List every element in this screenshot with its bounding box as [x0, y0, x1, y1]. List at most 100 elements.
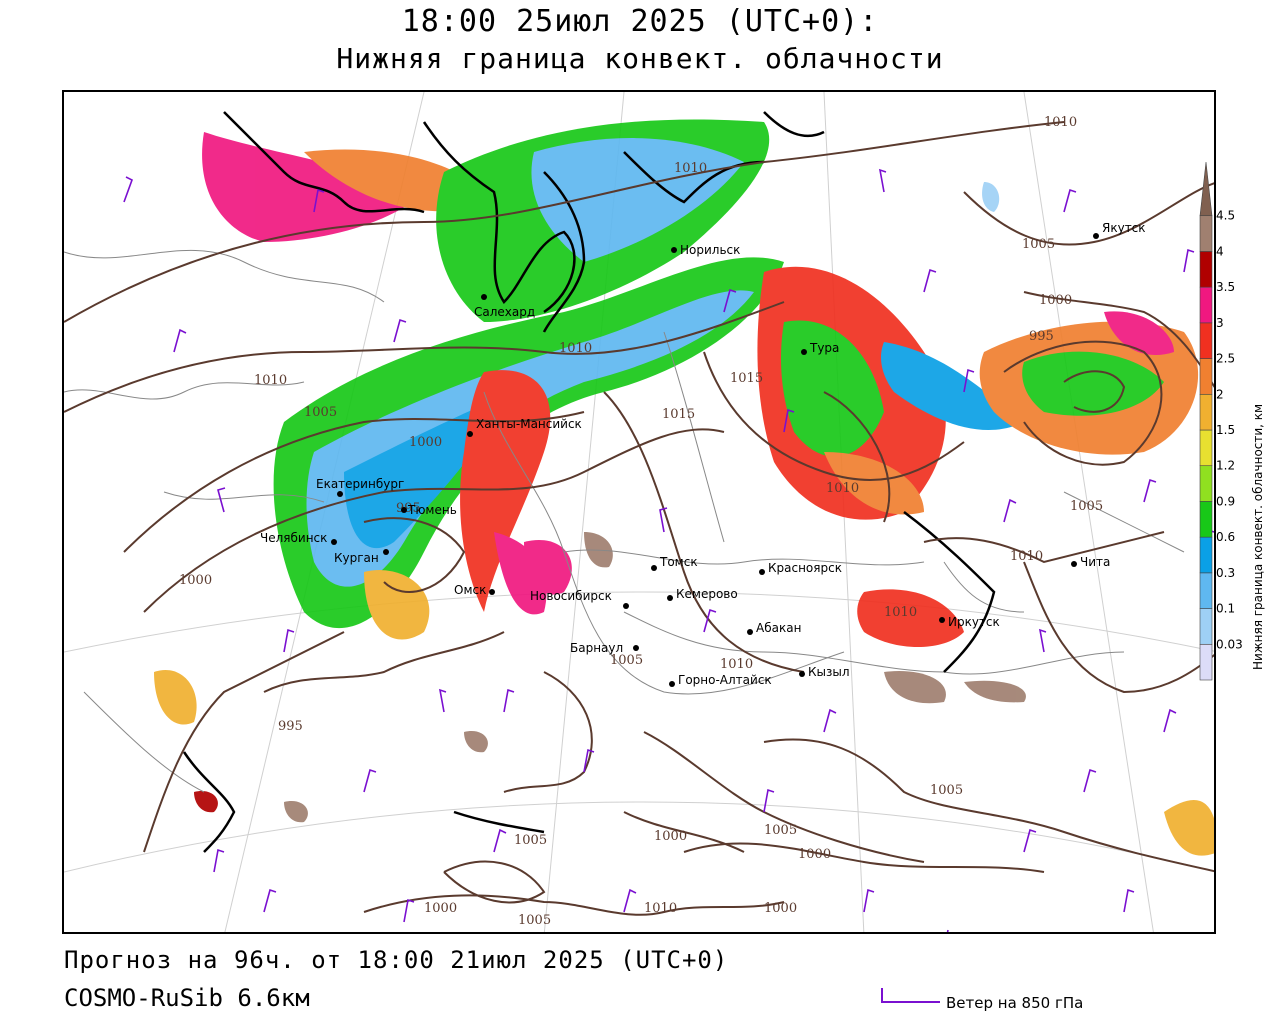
- svg-text:Курган: Курган: [334, 551, 379, 565]
- legend-level-5: 1.2: [1216, 459, 1235, 473]
- wind-legend: Ветер на 850 гПа: [881, 988, 1083, 1012]
- svg-text:Кемерово: Кемерово: [676, 587, 738, 601]
- svg-text:1010: 1010: [644, 901, 677, 916]
- city-irkutsk: Иркутск: [939, 615, 1000, 629]
- svg-text:Горно-Алтайск: Горно-Алтайск: [678, 673, 772, 687]
- city-gorno-altaysk: Горно-Алтайск: [669, 673, 772, 687]
- legend-box-3: [1199, 536, 1213, 574]
- legend-box-9: [1199, 322, 1213, 359]
- isobar-labels: 1010 1010 1005 1000 995 1010 1005 1000 9…: [179, 115, 1103, 928]
- svg-text:995: 995: [278, 719, 303, 734]
- svg-text:1000: 1000: [654, 829, 687, 844]
- svg-text:Салехард: Салехард: [474, 305, 535, 319]
- legend-level-12: 4.5: [1216, 209, 1235, 223]
- city-kurgan: Курган: [334, 549, 389, 565]
- city-chita: Чита: [1071, 555, 1110, 569]
- isobars: [64, 121, 1214, 916]
- svg-text:1005: 1005: [518, 913, 551, 928]
- legend-color-boxes: [1199, 161, 1213, 681]
- city-markers: Салехард Норильск Якутск Тура Ханты-Манс…: [260, 221, 1146, 687]
- svg-text:1010: 1010: [884, 605, 917, 620]
- legend-level-labels: 0.03 0.1 0.3 0.6 0.9 1.2 1.5 2 2.5 3 3.5 4 4.5: [1216, 209, 1243, 652]
- svg-text:1005: 1005: [304, 405, 337, 420]
- svg-text:Красноярск: Красноярск: [768, 561, 842, 575]
- svg-text:Челябинск: Челябинск: [260, 531, 327, 545]
- svg-text:Тюмень: Тюмень: [407, 503, 457, 517]
- svg-text:Чита: Чита: [1080, 555, 1110, 569]
- svg-text:1005: 1005: [1022, 237, 1055, 252]
- legend-box-4: [1199, 501, 1213, 538]
- svg-text:1000: 1000: [424, 901, 457, 916]
- legend-level-4: 0.9: [1216, 494, 1235, 508]
- svg-text:1005: 1005: [514, 833, 547, 848]
- legend-title: Нижняя граница конвект. облачности, км: [1251, 404, 1265, 670]
- legend-level-2: 0.3: [1216, 566, 1235, 580]
- svg-text:Томск: Томск: [659, 555, 698, 569]
- legend-box-13: [1199, 161, 1213, 217]
- svg-text:1010: 1010: [254, 373, 287, 388]
- wind-barb-icon: [881, 988, 940, 1003]
- svg-text:995: 995: [1029, 329, 1054, 344]
- city-kyzyl: Кызыл: [799, 665, 850, 679]
- svg-text:Иркутск: Иркутск: [948, 615, 1000, 629]
- svg-text:1010: 1010: [720, 657, 753, 672]
- svg-text:1005: 1005: [764, 823, 797, 838]
- city-khanty-mansiysk: Ханты-Мансийск: [467, 417, 582, 437]
- city-abakan: Абакан: [747, 621, 801, 635]
- svg-text:Екатеринбург: Екатеринбург: [316, 477, 404, 491]
- city-novosibirsk: Новосибирск: [530, 589, 629, 609]
- svg-text:1015: 1015: [730, 371, 763, 386]
- city-barnaul: Барнаул: [570, 641, 639, 655]
- city-norilsk: Норильск: [671, 243, 740, 257]
- svg-text:Ханты-Мансийск: Ханты-Мансийск: [476, 417, 582, 431]
- svg-text:1000: 1000: [1039, 293, 1072, 308]
- svg-text:1000: 1000: [764, 901, 797, 916]
- legend-level-3: 0.6: [1216, 530, 1235, 544]
- wind-legend-label: Ветер на 850 гПа: [946, 994, 1083, 1012]
- svg-text:1000: 1000: [798, 847, 831, 862]
- legend-box-11: [1199, 251, 1213, 288]
- legend-box-2: [1199, 572, 1213, 609]
- city-salekhard: Салехард: [474, 294, 535, 319]
- svg-text:1010: 1010: [559, 341, 592, 356]
- city-tyumen: Тюмень: [401, 503, 457, 517]
- legend-box-6: [1199, 429, 1213, 467]
- legend-box-5: [1199, 465, 1213, 502]
- svg-text:1010: 1010: [826, 481, 859, 496]
- svg-text:Кызыл: Кызыл: [808, 665, 850, 679]
- city-chelyabinsk: Челябинск: [260, 531, 337, 545]
- map-title: 18:00 25июл 2025 (UTC+0):: [401, 4, 879, 39]
- map-subtitle: Нижняя граница конвект. облачности: [336, 42, 944, 75]
- legend-level-1: 0.1: [1216, 602, 1235, 616]
- legend-box-10: [1199, 286, 1213, 324]
- svg-text:1000: 1000: [179, 573, 212, 588]
- city-tura: Тура: [801, 341, 839, 355]
- map-area[interactable]: 1010 1010 1005 1000 995 1010 1005 1000 9…: [62, 90, 1216, 934]
- legend-box-7: [1199, 393, 1213, 431]
- model-name: COSMO-RuSib 6.6км: [64, 984, 310, 1012]
- forecast-info: Прогноз на 96ч. от 18:00 21июл 2025 (UTC…: [64, 946, 729, 974]
- map-canvas: 1010 1010 1005 1000 995 1010 1005 1000 9…: [64, 92, 1214, 932]
- svg-text:1015: 1015: [662, 407, 695, 422]
- legend-level-9: 3: [1216, 316, 1224, 330]
- svg-text:1010: 1010: [1010, 549, 1043, 564]
- svg-text:1010: 1010: [674, 161, 707, 176]
- region-borders: [64, 249, 1185, 793]
- svg-text:Норильск: Норильск: [680, 243, 740, 257]
- legend-level-10: 3.5: [1216, 280, 1235, 294]
- legend-box-8: [1199, 358, 1213, 395]
- svg-text:1000: 1000: [409, 435, 442, 450]
- legend-level-6: 1.5: [1216, 423, 1235, 437]
- legend-box-0: [1199, 643, 1213, 681]
- svg-text:Тура: Тура: [809, 341, 839, 355]
- legend-level-7: 2: [1216, 387, 1224, 401]
- city-krasnoyarsk: Красноярск: [759, 561, 842, 575]
- city-tomsk: Томск: [651, 555, 698, 571]
- legend-box-12: [1199, 215, 1213, 252]
- legend-level-0: 0.03: [1216, 637, 1243, 651]
- city-yakutsk: Якутск: [1093, 221, 1146, 239]
- svg-text:1005: 1005: [610, 653, 643, 668]
- svg-text:1005: 1005: [930, 783, 963, 798]
- svg-text:Якутск: Якутск: [1102, 221, 1146, 235]
- svg-text:Новосибирск: Новосибирск: [530, 589, 612, 603]
